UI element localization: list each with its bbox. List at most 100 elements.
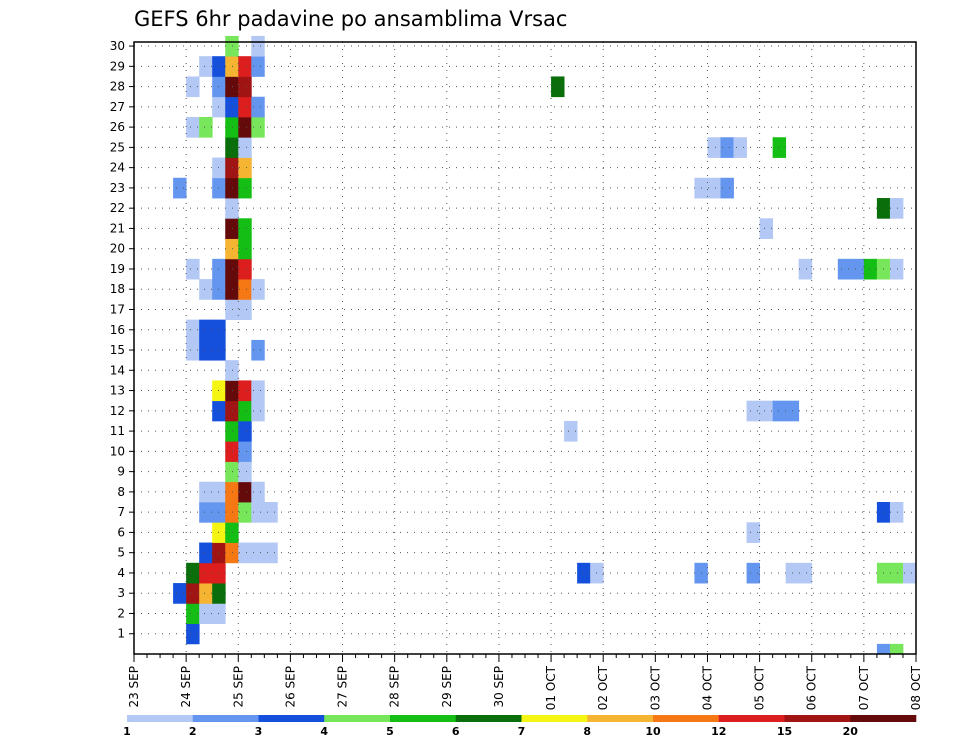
y-tick-label: 5 <box>117 546 125 560</box>
heatmap-cell <box>238 380 252 402</box>
heatmap-cell <box>199 339 213 361</box>
y-tick-label: 25 <box>110 140 125 154</box>
y-tick-label: 28 <box>110 80 125 94</box>
heatmap-cell <box>186 76 200 98</box>
heatmap-cell <box>746 400 760 422</box>
x-tick-label: 25 SEP <box>231 666 245 708</box>
heatmap-cell <box>199 319 213 341</box>
heatmap-cell <box>264 542 278 564</box>
heatmap-cell <box>889 643 904 655</box>
heatmap-cell <box>837 258 852 280</box>
heatmap-cells <box>173 35 917 655</box>
y-tick-label: 4 <box>117 566 125 580</box>
heatmap-cell <box>759 400 774 422</box>
heatmap-cell <box>889 258 904 280</box>
heatmap-cell <box>863 258 878 280</box>
chart-title: GEFS 6hr padavine po ansamblima Vrsac <box>134 7 567 31</box>
y-tick-label: 10 <box>110 444 125 458</box>
heatmap-cell <box>225 258 239 280</box>
heatmap-cell <box>225 522 239 543</box>
colorbar-label: 3 <box>255 725 263 738</box>
heatmap-cell <box>186 339 200 361</box>
heatmap-cell <box>225 481 239 503</box>
x-tick-label: 28 SEP <box>388 666 402 708</box>
heatmap-cell <box>186 603 200 624</box>
y-tick-label: 8 <box>117 485 125 499</box>
x-tick-label: 01 OCT <box>544 665 558 710</box>
heatmap-cell <box>889 502 904 523</box>
heatmap-cell <box>251 380 265 402</box>
heatmap-cell <box>798 562 813 584</box>
heatmap-cell <box>225 218 239 239</box>
heatmap-cell <box>238 96 252 118</box>
heatmap-cell <box>173 177 187 199</box>
y-tick-label: 15 <box>110 343 125 357</box>
heatmap-cell <box>225 299 239 321</box>
heatmap-cell <box>186 562 200 584</box>
colorbar-label: 20 <box>843 725 859 738</box>
colorbar-label: 1 <box>123 725 131 738</box>
heatmap-cell <box>225 116 239 138</box>
y-tick-label: 3 <box>117 586 125 600</box>
heatmap-cell <box>876 643 891 655</box>
y-tick-label: 16 <box>110 323 125 337</box>
x-tick-label: 27 SEP <box>336 666 350 708</box>
colorbar: 1 2 3 4 5 6 7 8 10 12 15 20 <box>123 715 917 738</box>
heatmap-cell <box>251 502 265 523</box>
y-tick-label: 9 <box>117 465 125 479</box>
heatmap-cell <box>199 279 213 300</box>
colorbar-swatch <box>521 715 588 722</box>
heatmap-cell <box>251 481 265 503</box>
y-tick-label: 26 <box>110 120 125 134</box>
heatmap-cell <box>772 400 787 422</box>
heatmap-cell <box>251 96 265 118</box>
y-tick-label: 29 <box>110 59 125 73</box>
x-tick-label: 23 SEP <box>127 666 141 708</box>
colorbar-swatch <box>390 715 457 722</box>
y-tick-label: 18 <box>110 282 125 296</box>
colorbar-swatch <box>850 715 917 722</box>
y-tick-label: 30 <box>110 39 125 53</box>
y-tick-label: 6 <box>117 525 125 539</box>
colorbar-swatch <box>127 715 194 722</box>
colorbar-swatch <box>455 715 522 722</box>
y-tick-label: 22 <box>110 201 125 215</box>
x-tick-label: 30 SEP <box>492 666 506 708</box>
colorbar-label: 7 <box>518 725 526 738</box>
colorbar-swatch <box>258 715 325 722</box>
heatmap-cell <box>238 299 252 321</box>
heatmap-cell <box>238 238 252 260</box>
y-tick-label: 7 <box>117 505 125 519</box>
heatmap-cell <box>720 177 734 199</box>
y-tick-label: 24 <box>110 161 125 175</box>
heatmap-cell <box>238 461 252 483</box>
heatmap-cell <box>238 116 252 138</box>
heatmap-cell <box>551 76 565 98</box>
heatmap-cell <box>902 562 917 584</box>
colorbar-swatch <box>653 715 720 722</box>
heatmap-cell <box>225 238 239 260</box>
y-tick-label: 13 <box>110 384 125 398</box>
colorbar-label: 12 <box>711 725 726 738</box>
heatmap-cell <box>238 218 252 239</box>
x-tick-label: 24 SEP <box>179 666 193 708</box>
heatmap-cell <box>251 542 265 564</box>
heatmap-cell <box>186 623 200 645</box>
heatmap-cell <box>772 137 787 158</box>
heatmap-cell <box>238 441 252 462</box>
y-tick-label: 11 <box>110 424 125 438</box>
colorbar-label: 10 <box>645 725 661 738</box>
heatmap-cell <box>238 279 252 300</box>
heatmap-cell <box>173 583 187 604</box>
heatmap-cell <box>733 137 747 158</box>
x-tick-label: 07 OCT <box>857 665 871 710</box>
y-tick-label: 1 <box>117 627 125 641</box>
heatmap-cell <box>251 35 265 57</box>
heatmap-cell <box>798 258 813 280</box>
y-tick-label: 2 <box>117 606 125 620</box>
heatmap-cell <box>225 177 239 199</box>
heatmap-cell <box>225 157 239 179</box>
heatmap-cell <box>199 116 213 138</box>
colorbar-label: 4 <box>320 725 328 738</box>
heatmap-cell <box>238 542 252 564</box>
